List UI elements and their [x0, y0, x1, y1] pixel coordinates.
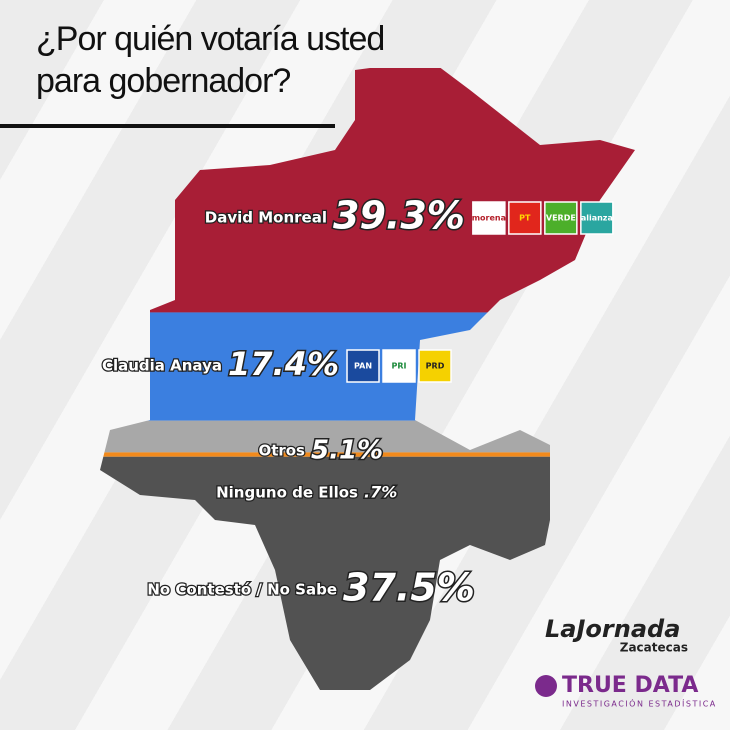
party-logo — [472, 201, 506, 235]
value-label: 39.3% — [333, 194, 465, 238]
party-logo-text: PRD — [426, 362, 445, 371]
value-label: .7% — [364, 483, 397, 502]
value-label: 5.1% — [311, 436, 383, 466]
category-label: No Contestó / No Sabe — [147, 581, 337, 599]
band — [100, 68, 635, 313]
chart-title: ¿Por quién votaría usted para gobernador… — [36, 20, 385, 100]
newspaper: LaJornada — [545, 615, 680, 643]
party-logo — [346, 349, 380, 383]
party-logo-text: PT — [519, 214, 531, 223]
labels: David Monreal 39.3% morena PT VERDE alianza Cl… — [101, 192, 614, 611]
category-label: Claudia Anaya — [102, 357, 222, 375]
party-logo — [544, 201, 578, 235]
band — [100, 452, 635, 457]
party-logo-text: alianza — [581, 214, 613, 223]
pollster-icon — [535, 675, 557, 697]
category-label: David Monreal — [205, 209, 327, 227]
party-logo-text: morena — [472, 214, 506, 223]
category-label: Otros — [258, 442, 305, 460]
pollster-tagline: INVESTIGACIÓN ESTADÍSTICA — [562, 698, 717, 709]
category-label: Ninguno de Ellos — [216, 484, 358, 502]
edition: Zacatecas — [620, 641, 688, 655]
party-logo-text: PRI — [392, 362, 407, 371]
value-label: 37.5% — [343, 566, 475, 610]
party-logo — [508, 201, 542, 235]
party-logo-text: VERDE — [546, 214, 576, 223]
party-logo — [418, 349, 452, 383]
party-logo — [580, 201, 614, 235]
value-label: 17.4% — [228, 345, 339, 383]
party-logo — [382, 349, 416, 383]
party-logo-text: PAN — [354, 362, 372, 371]
pollster: TRUE DATA — [562, 673, 698, 698]
